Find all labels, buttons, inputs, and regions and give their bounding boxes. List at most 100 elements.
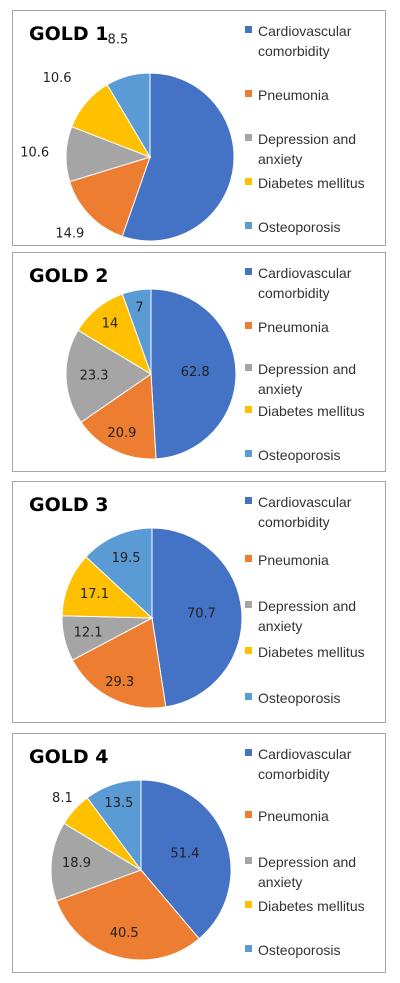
legend-label: Depression and anxiety (258, 131, 357, 167)
slice-value-label: 10.6 (20, 145, 49, 160)
pie-slice-pneumonia (71, 617, 167, 709)
chart-panel-gold-4: GOLD 4 51.4 40.5 18.9 8.1 13.5 Cardiovascular … (12, 733, 386, 973)
chart-panel-gold-3: GOLD 3 70.7 29.3 12.1 17.1 19.5 Cardiovascular… (12, 481, 386, 723)
legend-label: Osteoporosis (258, 219, 341, 235)
legend-item-pneumonia: Pneumonia (245, 550, 385, 582)
pie-slice-pneumonia (69, 156, 151, 237)
legend-item-osteoporosis: Osteoporosis (245, 940, 385, 972)
pie-chart: 55.314.910.610.68.5 (20, 32, 235, 242)
pie-slice-osteoporosis (121, 288, 152, 375)
legend-item-pneumonia: Pneumonia (245, 806, 385, 838)
pie-slice-depression-and-anxiety (65, 329, 152, 423)
pie-slice-pneumonia (55, 869, 200, 961)
legend-label: Cardiovascular comorbidity (258, 265, 352, 301)
legend-label: Depression and anxiety (258, 854, 357, 890)
chart-panel-gold-2: GOLD 2 62.8 20.9 23.3 14 7 Cardiovascular como… (12, 252, 386, 472)
legend-item-pneumonia: Pneumonia (245, 85, 385, 117)
legend-swatch (245, 26, 252, 33)
legend-swatch (245, 647, 252, 654)
pie-chart: 62.8 20.9 23.3 14 7 (65, 288, 237, 460)
legend-label: Depression and anxiety (258, 361, 357, 397)
pie-slice-cardiovascular-comorbidity (140, 779, 232, 940)
legend-item-depression-and-anxiety: Depression and anxiety (245, 359, 385, 403)
legend-swatch (245, 555, 252, 562)
legend-item-osteoporosis: Osteoporosis (245, 445, 385, 477)
slice-value-label: 23.3 (80, 368, 109, 383)
legend-swatch (245, 222, 252, 229)
slice-value-label: 12.1 (74, 626, 103, 641)
legend-item-depression-and-anxiety: Depression and anxiety (245, 596, 385, 640)
pie-slice-cardiovascular-comorbidity (151, 527, 243, 708)
chart-title: GOLD 2 (29, 265, 109, 287)
legend-swatch (245, 811, 252, 818)
legend-swatch (245, 945, 252, 952)
legend-label: Osteoporosis (258, 942, 341, 958)
slice-value-label: 7 (135, 300, 143, 315)
legend-swatch (245, 322, 252, 329)
chart-panel-gold-1: GOLD 155.314.910.610.68.5Cardiovascular … (12, 10, 386, 246)
legend-label: Cardiovascular comorbidity (258, 746, 352, 782)
legend-label: Cardiovascular comorbidity (258, 494, 352, 530)
legend-swatch (245, 364, 252, 371)
legend-item-osteoporosis: Osteoporosis (245, 217, 385, 249)
slice-value-label: 14 (102, 317, 119, 332)
slice-value-label: 70.7 (187, 607, 216, 622)
chart-title: GOLD 1 (29, 23, 109, 45)
legend-swatch (245, 268, 252, 275)
legend-label: Pneumonia (258, 319, 329, 335)
legend-item-cardiovascular-comorbidity: Cardiovascular comorbidity (245, 492, 385, 542)
legend-label: Diabetes mellitus (258, 403, 365, 419)
slice-value-label: 29.3 (105, 675, 134, 690)
legend-item-depression-and-anxiety: Depression and anxiety (245, 852, 385, 896)
pie-slice-osteoporosis (106, 72, 151, 159)
legend-label: Depression and anxiety (258, 598, 357, 634)
legend-label: Osteoporosis (258, 447, 341, 463)
legend-item-diabetes-mellitus: Diabetes mellitus (245, 896, 385, 928)
slice-value-label: 10.6 (43, 71, 72, 86)
slice-value-label: 8.1 (52, 791, 73, 806)
legend-label: Pneumonia (258, 87, 329, 103)
legend-swatch (245, 901, 252, 908)
slice-value-label: 40.5 (110, 926, 139, 941)
pie-slice-osteoporosis (86, 779, 142, 872)
slice-value-label: 8.5 (108, 32, 129, 47)
legend-swatch (245, 749, 252, 756)
legend-item-diabetes-mellitus: Diabetes mellitus (245, 173, 385, 205)
legend-swatch (245, 134, 252, 141)
legend-label: Osteoporosis (258, 690, 341, 706)
legend-label: Diabetes mellitus (258, 898, 365, 914)
slice-value-label: 14.9 (55, 227, 84, 242)
legend-swatch (245, 693, 252, 700)
legend-swatch (245, 601, 252, 608)
legend-swatch (245, 497, 252, 504)
legend-label: Diabetes mellitus (258, 175, 365, 191)
legend-swatch (245, 90, 252, 97)
slice-value-label: 13.5 (104, 796, 133, 811)
legend-item-cardiovascular-comorbidity: Cardiovascular comorbidity (245, 263, 385, 313)
legend-item-depression-and-anxiety: Depression and anxiety (245, 129, 385, 173)
pie-slice-depression-and-anxiety (50, 822, 143, 902)
legend-item-pneumonia: Pneumonia (245, 317, 385, 349)
legend-item-cardiovascular-comorbidity: Cardiovascular comorbidity (245, 21, 385, 71)
legend-swatch (245, 406, 252, 413)
pie-slice-cardiovascular-comorbidity (150, 288, 237, 460)
slice-value-label: 17.1 (80, 587, 109, 602)
pie-slice-diabetes-mellitus (61, 556, 154, 619)
legend-swatch (245, 178, 252, 185)
slice-value-label: 19.5 (112, 551, 141, 566)
legend-item-diabetes-mellitus: Diabetes mellitus (245, 401, 385, 433)
pie-chart: 51.4 40.5 18.9 8.1 13.5 (50, 779, 232, 961)
legend-item-osteoporosis: Osteoporosis (245, 688, 385, 720)
pie-chart: 70.7 29.3 12.1 17.1 19.5 (61, 527, 243, 709)
pie-slice-pneumonia (80, 373, 157, 460)
legend-label: Pneumonia (258, 552, 329, 568)
slice-value-label: 20.9 (107, 426, 136, 441)
legend-item-diabetes-mellitus: Diabetes mellitus (245, 642, 385, 686)
legend-label: Diabetes mellitus (258, 644, 365, 660)
legend-item-cardiovascular-comorbidity: Cardiovascular comorbidity (245, 744, 385, 794)
legend-swatch (245, 857, 252, 864)
legend-label: Cardiovascular comorbidity (258, 23, 352, 59)
legend-label: Pneumonia (258, 808, 329, 824)
chart-title: GOLD 3 (29, 494, 109, 516)
pie-slice-osteoporosis (85, 527, 153, 620)
